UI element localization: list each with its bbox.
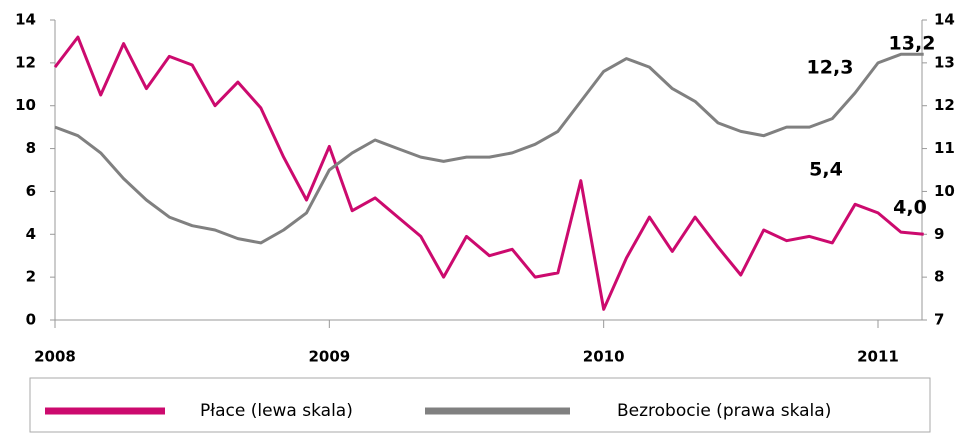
- y2-tick-label: 8: [934, 268, 944, 286]
- y2-tick-label: 14: [934, 11, 955, 29]
- series-line: [53, 35, 924, 311]
- annotation: 13,2: [889, 33, 936, 55]
- x-tick-label: 2010: [583, 348, 625, 366]
- y2-tick-label: 12: [934, 96, 955, 114]
- y-tick-label: 2: [26, 268, 36, 286]
- annotation: 5,4: [809, 159, 843, 181]
- x-tick-label: 2009: [308, 348, 350, 366]
- y-tick-label: 14: [15, 11, 36, 29]
- y2-tick-label: 10: [934, 182, 955, 200]
- y-tick-label: 0: [26, 311, 36, 329]
- x-tick-label: 2011: [857, 348, 899, 366]
- legend-box: [29, 377, 931, 433]
- series-line: [54, 52, 924, 245]
- x-tick-label: 2008: [34, 348, 76, 366]
- y2-tick-label: 11: [934, 139, 955, 157]
- y2-tick-label: 13: [934, 53, 955, 71]
- y-tick-label: 10: [15, 96, 36, 114]
- y-tick-label: 12: [15, 53, 36, 71]
- y-tick-label: 4: [26, 225, 36, 243]
- y-tick-label: 8: [26, 139, 36, 157]
- annotation: 4,0: [893, 197, 927, 219]
- annotation: 12,3: [807, 57, 854, 79]
- legend-label: Płace (lewa skala): [200, 401, 353, 421]
- y2-tick-label: 7: [934, 311, 944, 329]
- legend-label: Bezrobocie (prawa skala): [617, 401, 831, 421]
- y2-tick-label: 9: [934, 225, 944, 243]
- y-tick-label: 6: [26, 182, 36, 200]
